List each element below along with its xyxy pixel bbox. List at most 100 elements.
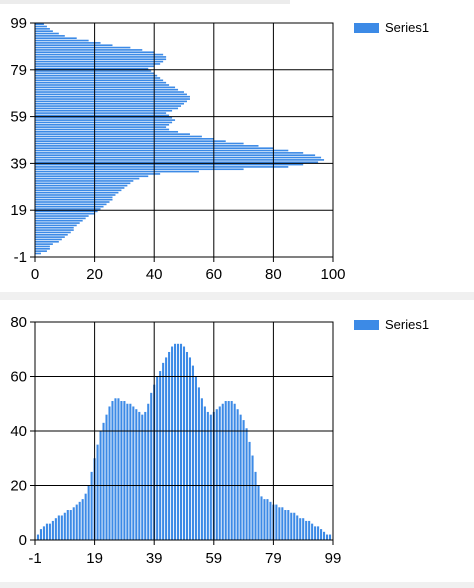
bar [209, 414, 212, 540]
bar [35, 236, 65, 238]
y-tick-label: 40 [10, 423, 27, 440]
chart-panel-horizontal: 0 20 40 60 80 100 -1 19 39 59 79 99 Series1 [0, 0, 474, 292]
bar [132, 406, 135, 540]
bar [227, 401, 230, 540]
bar [35, 128, 170, 131]
bar [35, 39, 89, 42]
bar [35, 77, 161, 79]
bar [35, 138, 214, 140]
bar [123, 401, 126, 540]
legend-swatch [354, 319, 379, 330]
y-tick-label: 20 [10, 478, 27, 495]
bar [114, 398, 117, 540]
y-tick-label: 19 [10, 202, 27, 219]
bar [57, 515, 60, 540]
bar [35, 163, 304, 166]
legend: Series1 [354, 317, 474, 332]
bar [35, 112, 167, 114]
bar [35, 105, 182, 107]
bar [323, 531, 326, 540]
bar [35, 184, 128, 187]
bar [35, 145, 259, 147]
bar [174, 343, 177, 540]
bar [248, 441, 251, 540]
bar [269, 501, 272, 540]
bar [35, 166, 289, 168]
bar [230, 401, 233, 540]
bar [251, 455, 254, 540]
bar [87, 485, 90, 540]
bar [84, 493, 87, 540]
bar [120, 401, 123, 540]
plot-border [34, 321, 334, 541]
bar [35, 203, 107, 206]
bar [35, 243, 53, 245]
x-tick-label: 79 [265, 550, 282, 567]
bar [35, 156, 322, 159]
bar [293, 512, 296, 540]
bar [179, 343, 183, 540]
bar [35, 119, 176, 121]
bar [35, 32, 59, 35]
x-tick-label: 20 [86, 266, 103, 283]
bar [72, 507, 75, 540]
bar [78, 501, 81, 540]
bar [156, 376, 159, 540]
bar [35, 114, 170, 117]
vertical-bar-chart: -1 19 39 59 79 99 0 20 40 60 80 [10, 314, 341, 567]
bar [96, 444, 99, 540]
bar [63, 512, 66, 540]
bar [221, 403, 224, 540]
bar [275, 504, 278, 540]
bar [35, 201, 110, 203]
y-tick-label: 39 [10, 155, 27, 172]
bar [328, 534, 332, 540]
bar [35, 250, 47, 252]
bar [263, 499, 266, 540]
y-tick-label: 60 [10, 369, 27, 386]
bar [239, 414, 242, 540]
bar [296, 515, 299, 540]
bar [141, 414, 144, 540]
plot-border [34, 22, 334, 258]
bar [35, 219, 83, 222]
bar [35, 63, 161, 65]
bar [35, 187, 125, 189]
bar [165, 357, 168, 540]
bar [35, 60, 164, 63]
bar [35, 189, 122, 192]
bar [311, 523, 314, 540]
bar [35, 100, 187, 103]
x-tick-label: 80 [265, 266, 282, 283]
bar [314, 526, 317, 540]
bar [35, 70, 152, 72]
bar [35, 58, 167, 61]
bar [35, 116, 173, 119]
bar [35, 238, 62, 241]
bar [35, 205, 104, 208]
bar [35, 233, 68, 236]
bar [35, 175, 149, 178]
bar [35, 123, 170, 126]
bar [176, 343, 180, 540]
bar [35, 170, 199, 173]
bar [35, 86, 176, 89]
bar [35, 56, 167, 58]
legend-swatch [354, 22, 379, 33]
bar [233, 403, 236, 540]
bar [35, 140, 226, 142]
bar [35, 130, 179, 133]
bar [35, 194, 116, 196]
bar [35, 74, 158, 77]
bar [35, 126, 167, 128]
bar [35, 240, 59, 243]
bar [171, 346, 174, 540]
bar [35, 102, 184, 105]
bar [35, 180, 134, 182]
bar [35, 154, 316, 157]
bar [35, 217, 86, 220]
bar [35, 191, 119, 194]
bar [188, 357, 192, 540]
bar [317, 526, 320, 540]
bar [111, 401, 114, 540]
